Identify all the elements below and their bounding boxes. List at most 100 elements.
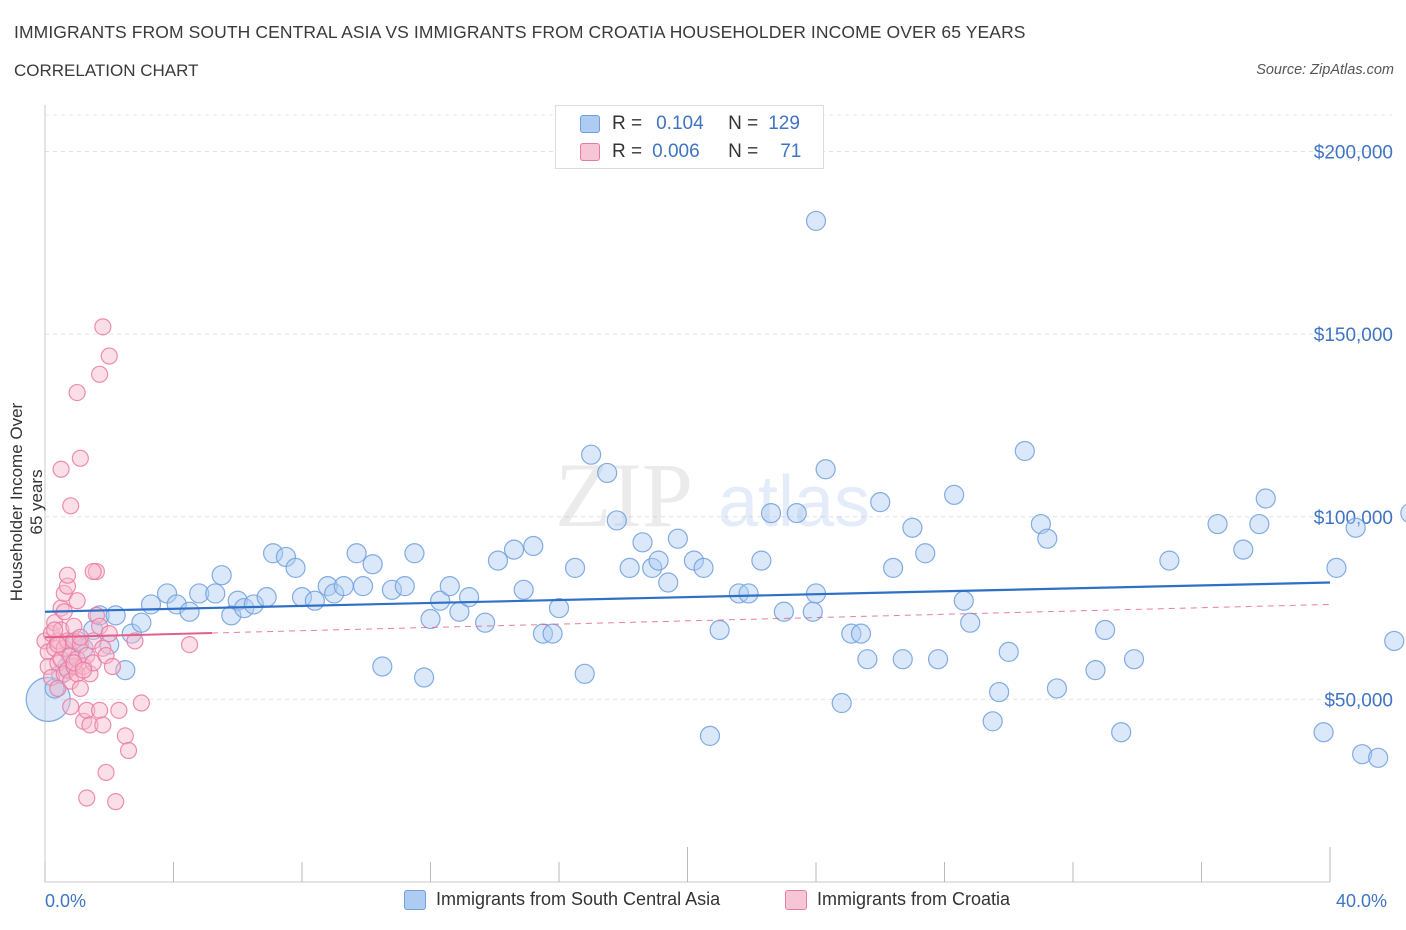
data-point <box>189 583 210 604</box>
series-legend: Immigrants from South Central Asia Immig… <box>0 889 1406 917</box>
data-point <box>944 484 965 505</box>
data-point <box>1111 722 1132 743</box>
data-point <box>100 347 118 365</box>
data-point <box>352 576 374 597</box>
data-point <box>404 543 425 564</box>
data-point <box>71 679 89 698</box>
data-point <box>693 557 714 578</box>
chart-title: IMMIGRANTS FROM SOUTH CENTRAL ASIA VS IM… <box>14 22 1026 42</box>
data-point <box>39 657 57 676</box>
legend-row-pink: R = 0.006 N = 71 <box>580 139 801 165</box>
data-point <box>927 649 949 670</box>
watermark-atlas: atlas <box>718 462 870 542</box>
y-tick-label: $50,000 <box>1324 690 1393 711</box>
data-point <box>1085 660 1106 681</box>
data-point <box>68 383 86 402</box>
data-point <box>857 649 878 670</box>
data-point <box>1095 619 1116 641</box>
data-point <box>97 646 115 665</box>
data-point <box>1384 630 1405 652</box>
data-point <box>430 590 451 611</box>
n-label: N = <box>728 113 759 134</box>
r-value: 0.006 <box>652 141 700 162</box>
y-tick-label: $200,000 <box>1314 143 1393 164</box>
data-point <box>333 576 354 597</box>
data-point <box>953 590 974 611</box>
data-point <box>205 583 226 604</box>
data-point <box>362 554 383 575</box>
data-point <box>372 656 393 677</box>
data-point <box>699 725 721 747</box>
data-point <box>606 510 627 531</box>
data-point <box>25 676 71 722</box>
n-value: 71 <box>780 141 802 162</box>
data-point <box>487 550 509 571</box>
data-point <box>960 612 981 633</box>
data-point <box>52 460 70 478</box>
data-point <box>74 661 93 679</box>
y-tick-label: $150,000 <box>1314 325 1393 346</box>
data-point <box>1046 678 1068 699</box>
data-point <box>97 763 115 782</box>
data-point <box>107 793 125 811</box>
data-point <box>574 663 595 684</box>
data-point <box>126 632 144 650</box>
data-point <box>1037 528 1058 549</box>
data-point <box>619 557 640 578</box>
n-label: N = <box>728 141 759 162</box>
data-point <box>564 557 586 578</box>
data-point <box>870 492 891 513</box>
data-point <box>738 583 759 604</box>
data-point <box>116 727 134 745</box>
data-point <box>256 587 277 608</box>
data-point <box>503 539 525 560</box>
data-point <box>667 528 688 549</box>
data-point <box>548 597 570 619</box>
data-point <box>751 550 772 571</box>
legend-row-blue: R = 0.104 N = 129 <box>580 111 800 137</box>
data-point <box>84 562 102 581</box>
data-point <box>1249 513 1270 535</box>
data-point <box>632 532 653 553</box>
legend-item-south-central-asia: Immigrants from South Central Asia <box>404 889 720 910</box>
legend-swatch-blue <box>580 115 600 133</box>
data-point <box>1345 517 1366 538</box>
watermark-zip: ZIP <box>555 444 693 546</box>
n-value: 129 <box>768 113 800 134</box>
data-point <box>49 679 67 698</box>
data-point <box>262 543 284 564</box>
data-point <box>1326 557 1347 578</box>
r-label: R = <box>612 113 643 134</box>
r-label: R = <box>612 141 643 162</box>
data-point <box>180 635 199 654</box>
series-south-central-asia <box>25 210 1406 768</box>
data-point <box>831 692 852 714</box>
data-point <box>132 694 150 712</box>
data-point <box>179 601 200 622</box>
trend-line-croatia-dashed <box>212 603 1331 634</box>
data-point <box>982 711 1003 732</box>
axes <box>44 105 1331 883</box>
data-point <box>1368 747 1389 768</box>
data-point <box>1159 550 1180 571</box>
data-point <box>760 503 782 524</box>
data-point <box>420 608 441 630</box>
data-point <box>131 612 152 633</box>
data-point <box>850 623 872 644</box>
data-point <box>1123 649 1145 670</box>
data-point <box>413 667 435 688</box>
data-point <box>68 592 86 610</box>
data-point <box>513 579 534 600</box>
data-point <box>786 503 807 524</box>
data-point <box>71 449 89 467</box>
data-point <box>94 318 112 336</box>
data-point <box>381 579 403 600</box>
data-point <box>78 701 96 719</box>
data-point <box>1313 722 1334 743</box>
series-croatia <box>36 318 199 811</box>
trend-lines <box>44 581 1331 639</box>
data-point <box>100 625 118 643</box>
x-tick-right: 40.0% <box>1336 891 1388 911</box>
data-point <box>105 605 126 626</box>
